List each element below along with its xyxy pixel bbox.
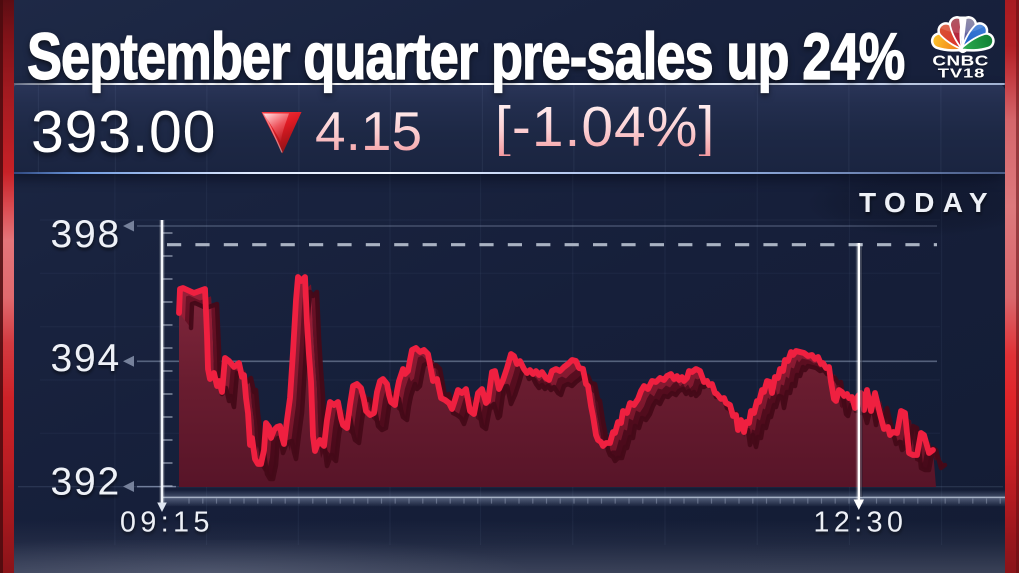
- svg-text:CNBC: CNBC: [932, 53, 988, 69]
- svg-text:TV18: TV18: [937, 67, 984, 81]
- svg-text:398: 398: [51, 213, 121, 256]
- svg-text:394: 394: [51, 337, 121, 380]
- svg-text:12:30: 12:30: [814, 507, 908, 539]
- svg-text:392: 392: [51, 460, 121, 503]
- svg-text:09:15: 09:15: [120, 507, 214, 539]
- svg-text:TODAY: TODAY: [859, 187, 996, 218]
